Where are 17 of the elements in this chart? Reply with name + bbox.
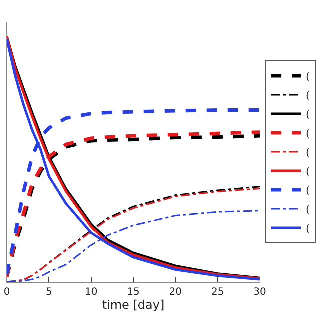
- x-tick-label: 0: [4, 287, 10, 298]
- legend-label: (: [306, 186, 310, 197]
- x-tick-label: 20: [169, 287, 182, 298]
- legend-label: (: [306, 72, 310, 83]
- legend-label: (: [306, 204, 310, 216]
- legend-label: (: [306, 128, 310, 140]
- x-tick-label: 30: [254, 287, 266, 298]
- x-axis-title: time [day]: [102, 298, 165, 312]
- x-tick-label: 25: [211, 287, 224, 298]
- x-tick-label: 10: [84, 287, 98, 298]
- legend-label: (: [306, 90, 310, 102]
- legend-label: (: [306, 148, 310, 159]
- x-tick-label: 15: [127, 287, 140, 298]
- legend-label: (: [306, 166, 310, 178]
- x-tick-label: 5: [46, 287, 52, 298]
- legend-label: (: [306, 224, 310, 235]
- legend-label: (: [306, 110, 310, 121]
